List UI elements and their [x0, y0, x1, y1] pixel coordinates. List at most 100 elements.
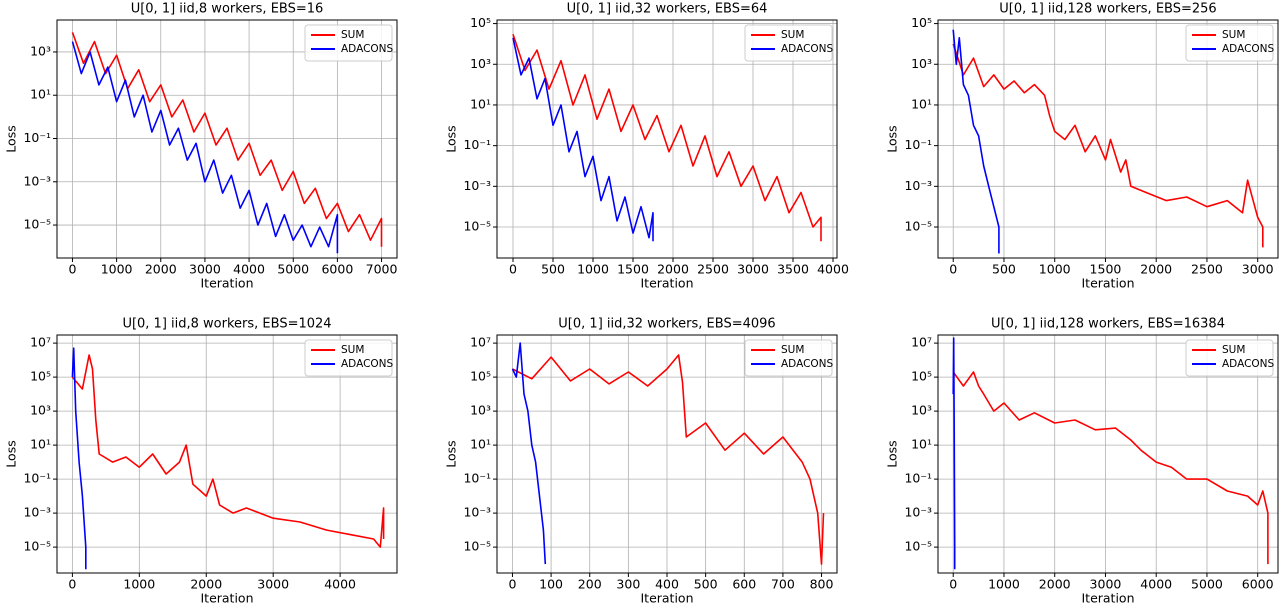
y-tick-label: 10³ — [911, 56, 932, 71]
x-tick-label: 4000 — [817, 262, 849, 277]
series-line — [71, 41, 339, 254]
x-tick-label: 3000 — [1090, 577, 1122, 592]
y-tick-label: 10⁻⁵ — [463, 219, 491, 234]
y-tick-label: 10⁻³ — [463, 505, 491, 520]
subplot: 0 1000 2000 3000 4000 5000 6000 10⁻⁵ 10⁻³ 10⁻¹ 10¹… — [885, 317, 1279, 606]
y-axis-label: Loss — [444, 125, 459, 152]
x-tick-label: 2500 — [1191, 262, 1223, 277]
y-tick-label: 10⁻⁵ — [904, 539, 932, 554]
y-tick-label: 10¹ — [30, 87, 51, 102]
y-tick-label: 10⁵ — [470, 15, 491, 30]
legend-label: ADACONS — [781, 43, 834, 55]
x-tick-label: 2000 — [1039, 577, 1071, 592]
y-tick-label: 10⁻⁵ — [463, 539, 491, 554]
y-tick-label: 10⁻³ — [904, 505, 932, 520]
x-tick-label: 600 — [732, 577, 756, 592]
x-tick-label: 4000 — [1140, 577, 1172, 592]
x-tick-label: 4000 — [324, 577, 356, 592]
x-tick-label: 4000 — [233, 262, 265, 277]
chart-title: U[0, 1] iid,8 workers, EBS=1024 — [122, 317, 331, 332]
subplot: 0 100 200 300 400 500 600 700 800 10⁻⁵ 10⁻³ 10⁻¹ 10¹… — [444, 317, 838, 606]
legend-label: ADACONS — [781, 358, 834, 370]
x-tick-label: 500 — [694, 577, 718, 592]
plot-frame — [937, 334, 1279, 574]
x-tick-label: 0 — [949, 577, 957, 592]
subplot: 0 500 1000 1500 2000 2500 3000 3500 4000 10⁻⁵ 10⁻³… — [444, 2, 849, 291]
plot-frame — [937, 19, 1279, 259]
y-axis-label: Loss — [4, 440, 19, 467]
x-tick-label: 1000 — [1039, 262, 1071, 277]
x-tick-label: 3500 — [777, 262, 809, 277]
x-tick-label: 0 — [68, 262, 76, 277]
x-axis-label: Iteration — [640, 276, 693, 291]
y-tick-label: 10¹ — [911, 96, 932, 111]
x-axis-label: Iteration — [200, 276, 253, 291]
subplot: 0 1000 2000 3000 4000 5000 6000 7000 10⁻⁵ 10⁻³ 10⁻… — [4, 2, 398, 291]
y-tick-label: 10⁷ — [30, 335, 51, 350]
x-tick-label: 1000 — [101, 262, 133, 277]
x-tick-label: 2000 — [1140, 262, 1172, 277]
x-tick-label: 0 — [68, 577, 76, 592]
x-tick-label: 2000 — [145, 262, 177, 277]
legend-label: ADACONS — [341, 43, 394, 55]
x-tick-label: 500 — [541, 262, 565, 277]
x-tick-label: 5000 — [1191, 577, 1223, 592]
chart-title: U[0, 1] iid,32 workers, EBS=4096 — [558, 317, 775, 332]
y-tick-label: 10⁻³ — [904, 178, 932, 193]
x-tick-label: 6000 — [321, 262, 353, 277]
y-tick-label: 10⁵ — [470, 369, 491, 384]
x-tick-label: 0 — [949, 262, 957, 277]
x-tick-label: 3000 — [257, 577, 289, 592]
x-tick-label: 1500 — [1090, 262, 1122, 277]
x-tick-label: 1000 — [577, 262, 609, 277]
x-tick-label: 800 — [810, 577, 834, 592]
y-tick-label: 10⁻³ — [23, 173, 51, 188]
y-tick-label: 10⁷ — [470, 335, 491, 350]
x-axis-label: Iteration — [1081, 276, 1134, 291]
series-line — [952, 337, 956, 570]
x-tick-label: 700 — [771, 577, 795, 592]
series-line — [71, 32, 383, 247]
x-tick-label: 2000 — [190, 577, 222, 592]
legend-label: ADACONS — [341, 358, 394, 370]
x-tick-label: 3000 — [737, 262, 769, 277]
legend-label: SUM — [1222, 344, 1245, 356]
x-axis-label: Iteration — [640, 591, 693, 606]
legend-label: SUM — [781, 344, 804, 356]
series-line — [511, 342, 547, 565]
series-line — [71, 354, 385, 548]
x-tick-label: 0 — [509, 262, 517, 277]
x-tick-label: 200 — [578, 577, 602, 592]
y-tick-label: 10⁻¹ — [23, 471, 51, 486]
plot-frame — [56, 19, 398, 259]
y-axis-label: Loss — [4, 125, 19, 152]
legend-label: SUM — [341, 344, 364, 356]
x-tick-label: 300 — [616, 577, 640, 592]
series-line — [512, 354, 825, 565]
y-tick-label: 10⁵ — [911, 369, 932, 384]
x-tick-label: 2500 — [697, 262, 729, 277]
y-tick-label: 10⁻⁵ — [904, 219, 932, 234]
y-tick-label: 10⁻³ — [463, 178, 491, 193]
y-tick-label: 10⁻⁵ — [23, 539, 51, 554]
series-line — [952, 43, 1264, 248]
x-tick-label: 1000 — [123, 577, 155, 592]
y-tick-label: 10⁻¹ — [904, 471, 932, 486]
y-tick-label: 10³ — [30, 43, 51, 58]
y-tick-label: 10⁵ — [911, 15, 932, 30]
chart-title: U[0, 1] iid,128 workers, EBS=16384 — [991, 317, 1225, 332]
subplot: 0 1000 2000 3000 4000 10⁻⁵ 10⁻³ 10⁻¹ 10¹ 10³ 10⁵ 10… — [4, 317, 398, 606]
series-line — [512, 37, 654, 242]
x-tick-label: 500 — [992, 262, 1016, 277]
y-tick-label: 10³ — [911, 403, 932, 418]
x-tick-label: 0 — [508, 577, 516, 592]
y-tick-label: 10⁻¹ — [463, 471, 491, 486]
subplot: 0 500 1000 1500 2000 2500 3000 10⁻⁵ 10⁻³ 10⁻¹ 10¹ 1… — [885, 2, 1279, 291]
y-tick-label: 10⁵ — [30, 369, 51, 384]
legend-label: ADACONS — [1222, 43, 1275, 55]
x-axis-label: Iteration — [1081, 591, 1134, 606]
y-tick-label: 10¹ — [470, 96, 491, 111]
y-tick-label: 10¹ — [30, 437, 51, 452]
plot-frame — [496, 334, 838, 574]
